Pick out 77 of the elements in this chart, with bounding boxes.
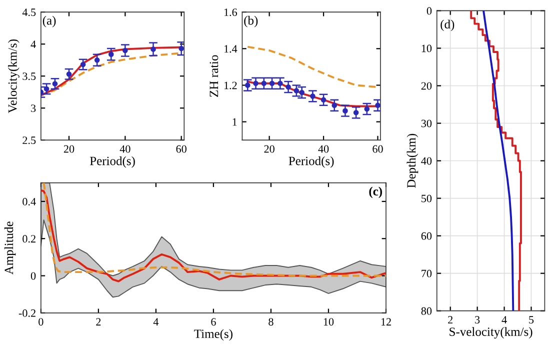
x-tick-label: 4 [502, 316, 507, 324]
y-tick-label: 0.2 [22, 235, 36, 243]
y-tick-label: 50 [422, 194, 432, 202]
y-tick-label: 1.2 [224, 82, 237, 90]
y-tick-label: 20 [421, 82, 432, 90]
y-tick-label: 0 [426, 7, 432, 15]
chart-title: (a) [42, 16, 56, 28]
y-tick-label: 0.4 [22, 198, 36, 206]
x-tick-label: 40 [120, 145, 130, 153]
x-tick-label: 10 [324, 318, 334, 326]
chart-title: (c) [369, 186, 382, 198]
x-tick-label: 2 [448, 316, 453, 324]
text: (d) [440, 20, 454, 32]
x-tick-label: 2 [96, 318, 101, 326]
x-axis-title: Time(s) [194, 329, 232, 341]
chart-title: (b) [244, 16, 258, 28]
point [244, 82, 250, 88]
y-tick-label: 4.5 [22, 8, 36, 16]
point [178, 46, 184, 52]
y-tick-label: 4 [30, 40, 36, 48]
y-tick-label: 80 [421, 307, 432, 315]
line-series [482, 10, 514, 311]
point [353, 110, 359, 116]
point [66, 71, 72, 77]
y-tick-label: 40 [421, 157, 432, 165]
y-axis-title: Amplitude [4, 222, 16, 274]
point [364, 106, 370, 112]
x-tick-label: 4 [153, 318, 159, 326]
point [342, 108, 348, 114]
point [150, 46, 156, 52]
y-axis-title: Depth(km) [406, 134, 418, 188]
point [286, 84, 291, 90]
point [94, 57, 100, 63]
x-tick-label: 60 [176, 145, 186, 153]
y-tick-label: 1 [232, 118, 237, 126]
x-tick-label: 5 [529, 316, 534, 324]
y-tick-label: 30 [421, 120, 432, 128]
y-tick-label: 10 [422, 44, 432, 52]
point [261, 80, 267, 86]
y-tick-label: 2.5 [22, 136, 36, 144]
y-axis-title: Velocity(km/s) [8, 39, 20, 114]
x-tick-label: 20 [64, 145, 74, 153]
y-tick-label: 1.4 [224, 45, 238, 53]
point [44, 86, 50, 92]
point [52, 81, 58, 86]
x-tick-label: 0 [38, 318, 44, 326]
point [269, 80, 275, 86]
point [299, 90, 305, 96]
y-tick-label: 70 [422, 270, 432, 278]
x-tick-label: 6 [211, 318, 216, 326]
point [310, 94, 316, 99]
x-tick-label: 8 [268, 318, 274, 326]
x-tick-label: 20 [264, 145, 274, 153]
x-tick-label: 60 [372, 145, 383, 153]
y-tick-label: -0.2 [18, 309, 36, 317]
point [278, 80, 283, 86]
point [294, 88, 300, 94]
y-axis-title: ZH ratio [210, 55, 218, 97]
x-tick-label: 3 [475, 316, 480, 324]
x-tick-label: 40 [318, 145, 329, 153]
point [80, 62, 86, 68]
x-axis-title: Period(s) [288, 156, 334, 168]
point [253, 80, 258, 86]
x-tick-label: 12 [381, 318, 391, 326]
x-axis-title: Period(s) [90, 156, 135, 168]
line-series [470, 10, 522, 311]
x-axis-title: S-velocity(km/s) [450, 327, 532, 339]
point [122, 48, 128, 54]
point [332, 102, 338, 108]
y-tick-label: 0 [30, 272, 36, 280]
point [375, 102, 380, 108]
y-tick-label: 1.6 [224, 8, 238, 16]
y-tick-label: 3.5 [22, 72, 36, 80]
y-tick-label: 60 [421, 232, 432, 240]
point [320, 97, 326, 102]
point [108, 52, 114, 57]
y-tick-label: 3 [31, 104, 36, 112]
